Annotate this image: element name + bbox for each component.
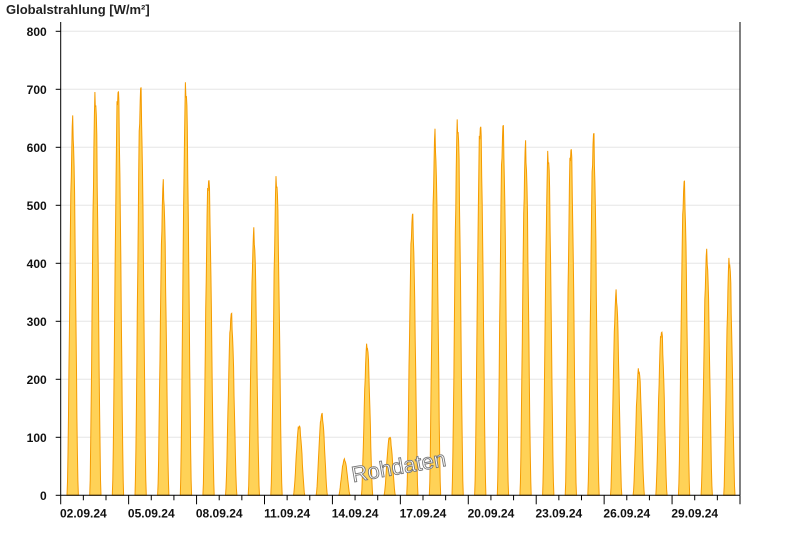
y-tick-label: 600	[27, 141, 47, 155]
y-tick-label: 200	[27, 373, 47, 387]
y-tick-label: 800	[27, 25, 47, 39]
daily-irradiance-area	[428, 128, 442, 496]
x-tick-label: 14.09.24	[332, 506, 379, 520]
daily-irradiance-area	[134, 87, 147, 496]
y-tick-label: 0	[40, 489, 47, 503]
x-tick-label: 29.09.24	[671, 506, 718, 520]
daily-irradiance-area	[723, 257, 736, 496]
x-tick-label: 23.09.24	[535, 506, 582, 520]
y-tick-label: 100	[27, 431, 47, 445]
daily-irradiance-area	[519, 140, 532, 496]
daily-irradiance-area	[474, 126, 487, 496]
daily-irradiance-area	[677, 180, 691, 496]
x-tick-label: 08.09.24	[196, 506, 243, 520]
daily-irradiance-area	[564, 149, 578, 496]
daily-irradiance-area	[338, 457, 351, 496]
x-tick-label: 11.09.24	[264, 506, 310, 520]
daily-irradiance-area	[587, 132, 600, 496]
daily-irradiance-area	[496, 124, 510, 496]
chart-title: Globalstrahlung [W/m²]	[6, 2, 150, 17]
x-tick-label: 17.09.24	[400, 506, 447, 520]
x-tick-label: 20.09.24	[468, 506, 515, 520]
daily-irradiance-area	[360, 343, 374, 496]
daily-irradiance-area	[406, 213, 419, 496]
y-tick-label: 400	[27, 257, 47, 271]
y-tick-label: 300	[27, 315, 47, 329]
daily-irradiance-area	[202, 180, 215, 496]
daily-irradiance-area	[89, 91, 102, 496]
x-tick-label: 02.09.24	[60, 506, 107, 520]
daily-irradiance-area	[315, 412, 328, 496]
daily-irradiance-area	[451, 119, 464, 496]
daily-irradiance-area	[224, 312, 238, 496]
daily-irradiance-area	[542, 150, 555, 496]
y-tick-label: 700	[27, 83, 47, 97]
daily-irradiance-area	[179, 82, 193, 496]
y-tick-label: 500	[27, 199, 47, 213]
daily-irradiance-area	[111, 91, 125, 496]
daily-irradiance-area	[700, 248, 713, 496]
daily-irradiance-area	[632, 368, 645, 496]
daily-irradiance-area	[609, 289, 623, 496]
daily-irradiance-area	[247, 227, 261, 496]
daily-irradiance-area	[270, 176, 283, 496]
daily-irradiance-area	[66, 115, 79, 496]
daily-irradiance-area	[383, 436, 397, 496]
daily-irradiance-area	[157, 179, 170, 496]
daily-irradiance-area	[292, 425, 306, 496]
daily-irradiance-area	[655, 331, 668, 496]
x-tick-label: 26.09.24	[603, 506, 650, 520]
x-tick-label: 05.09.24	[128, 506, 175, 520]
